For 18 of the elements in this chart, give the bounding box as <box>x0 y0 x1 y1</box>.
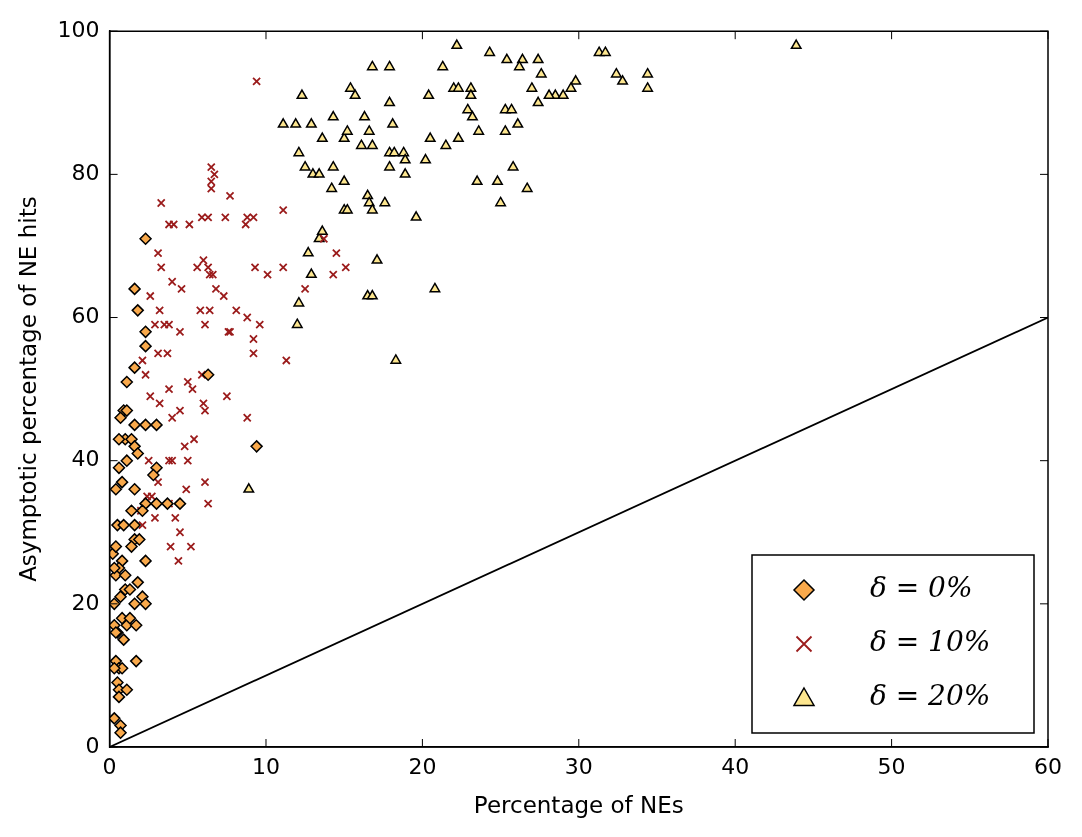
x-tick-label: 0 <box>102 753 117 779</box>
x-tick-label: 20 <box>408 753 437 779</box>
y-axis-title: Asymptotic percentage of NE hits <box>14 196 41 582</box>
legend-label: δ = 10% <box>870 625 991 659</box>
y-tick-label: 20 <box>71 589 100 615</box>
x-tick-label: 30 <box>564 753 593 779</box>
y-tick-label: 80 <box>71 160 100 186</box>
x-tick-label: 60 <box>1034 753 1062 779</box>
y-tick-label: 100 <box>57 16 100 42</box>
x-tick-label: 50 <box>877 753 906 779</box>
x-axis-title: Percentage of NEs <box>473 792 684 819</box>
legend-label: δ = 20% <box>870 679 991 713</box>
y-tick-label: 40 <box>71 446 100 472</box>
x-tick-label: 10 <box>251 753 280 779</box>
x-tick-label: 40 <box>721 753 750 779</box>
legend-label: δ = 0% <box>870 571 973 605</box>
y-tick-label: 0 <box>85 732 100 758</box>
y-tick-label: 60 <box>71 303 100 329</box>
